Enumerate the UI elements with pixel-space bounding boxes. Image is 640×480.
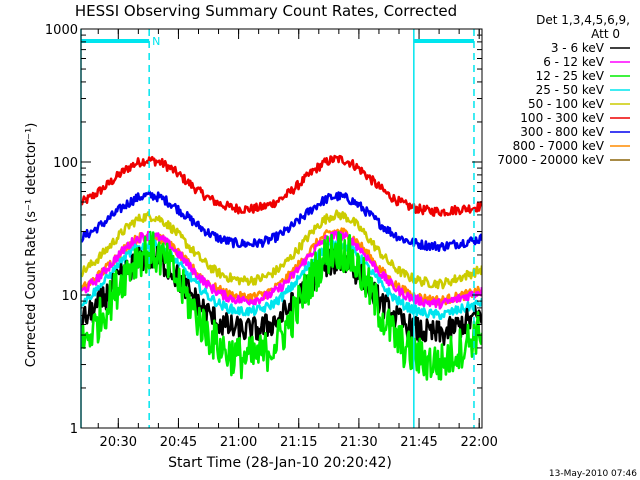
timestamp: 13-May-2010 07:46 bbox=[549, 469, 637, 479]
legend-header-line-1: Det 1,3,4,5,6,9, bbox=[536, 13, 630, 27]
series-line bbox=[81, 230, 482, 381]
x-tick-label: 20:30 bbox=[100, 435, 137, 450]
series-line bbox=[81, 230, 482, 310]
chart-title: HESSI Observing Summary Count Rates, Cor… bbox=[75, 2, 457, 20]
annotation-layer: N bbox=[80, 29, 475, 428]
y-axis-label: Corrected Count Rate (s⁻¹ detector⁻¹) bbox=[24, 123, 39, 368]
legend-entry-label: 25 - 50 keV bbox=[536, 83, 605, 97]
series-line bbox=[81, 154, 482, 217]
legend-entry-label: 50 - 100 keV bbox=[528, 97, 605, 111]
series-line bbox=[81, 190, 482, 252]
legend-entry-label: 300 - 800 keV bbox=[520, 125, 604, 139]
legend-entry-label: 12 - 25 keV bbox=[536, 69, 605, 83]
legend-header-line-2: Att 0 bbox=[591, 27, 620, 41]
y-tick-label: 100 bbox=[53, 156, 78, 171]
y-tick-label: 1 bbox=[70, 422, 78, 437]
legend-entry-label: 100 - 300 keV bbox=[520, 111, 604, 125]
x-tick-label: 20:45 bbox=[160, 435, 197, 450]
x-tick-label: 22:00 bbox=[460, 435, 497, 450]
series-line bbox=[81, 239, 482, 321]
y-axis: 1 10 100 1000 bbox=[45, 23, 482, 437]
series-line bbox=[81, 209, 482, 290]
series-layer bbox=[81, 154, 482, 381]
x-axis: 20:30 20:45 21:00 21:15 21:30 21:45 22:00 bbox=[97, 29, 498, 450]
legend-entry-label: 800 - 7000 keV bbox=[513, 139, 605, 153]
night-marker-label: N bbox=[152, 35, 160, 48]
x-tick-label: 21:15 bbox=[280, 435, 317, 450]
y-tick-label: 1000 bbox=[45, 23, 78, 38]
legend-entry-label: 3 - 6 keV bbox=[551, 41, 605, 55]
x-tick-label: 21:30 bbox=[340, 435, 377, 450]
x-tick-label: 21:45 bbox=[400, 435, 437, 450]
x-tick-label: 21:00 bbox=[220, 435, 257, 450]
legend-entry-label: 6 - 12 keV bbox=[543, 55, 605, 69]
y-tick-label: 10 bbox=[61, 289, 78, 304]
plot-frame bbox=[80, 28, 483, 429]
legend-entry-label: 7000 - 20000 keV bbox=[497, 153, 604, 167]
x-axis-label: Start Time (28-Jan-10 20:20:42) bbox=[168, 455, 392, 471]
